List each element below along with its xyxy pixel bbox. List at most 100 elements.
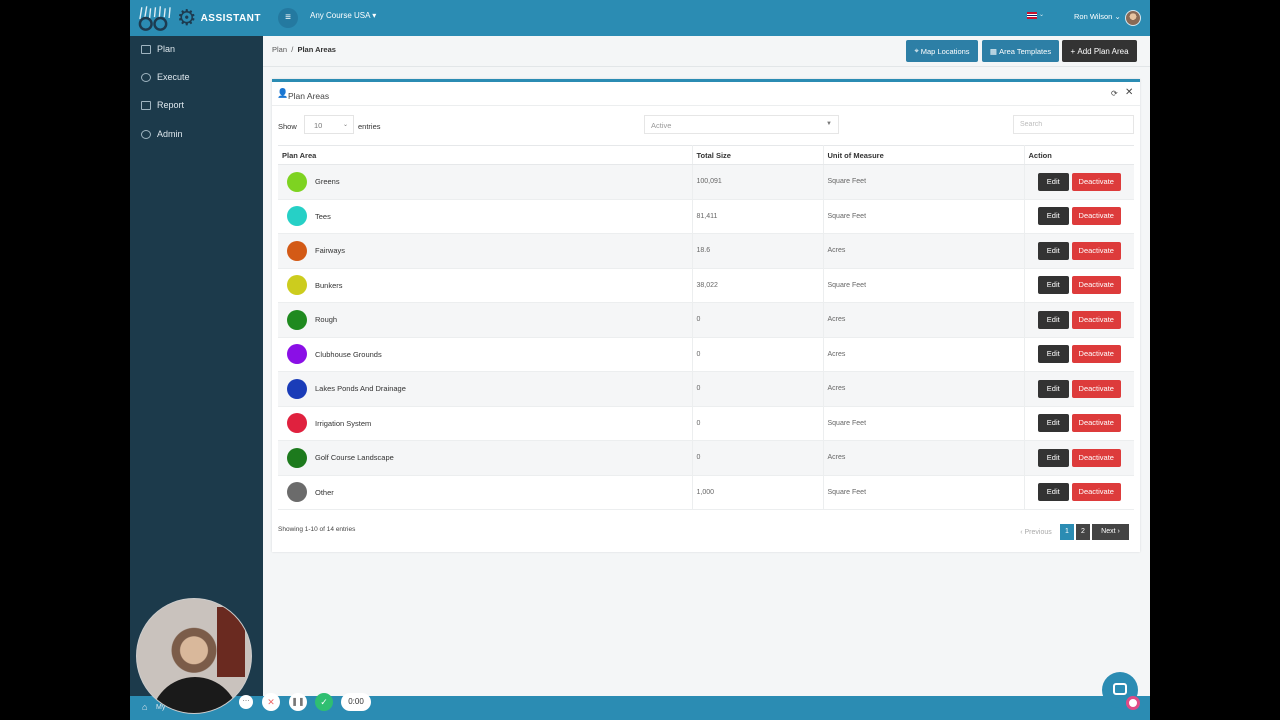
area-color-swatch — [287, 447, 307, 468]
unit-cell: Acres — [823, 371, 1025, 407]
caret-down-icon: ▼ — [826, 121, 832, 127]
map-locations-button[interactable]: ⌖ Map Locations — [906, 40, 978, 62]
hamburger-icon: ≡ — [285, 12, 291, 23]
unit-cell: Square Feet — [823, 268, 1025, 303]
sidebar-item-label: Report — [157, 100, 185, 110]
area-color-swatch — [287, 275, 307, 296]
recorder-timer: 0:00 — [341, 693, 371, 711]
page-1-button[interactable]: 1 — [1060, 524, 1074, 540]
plan-area-name: Lakes Ponds And Drainage — [315, 384, 406, 394]
edit-button[interactable]: Edit — [1037, 448, 1069, 467]
column-header-total-size[interactable]: Total Size — [692, 145, 824, 165]
action-cell: Edit Deactivate — [1024, 337, 1134, 372]
sidebar-item-execute[interactable]: Execute — [130, 66, 263, 88]
unit-cell: Acres — [823, 233, 1025, 269]
total-size-cell: 38,022 — [692, 268, 824, 303]
deactivate-button[interactable]: Deactivate — [1071, 172, 1121, 191]
deactivate-button[interactable]: Deactivate — [1071, 414, 1121, 433]
edit-button[interactable]: Edit — [1037, 483, 1069, 502]
recorder-pause-button[interactable]: ❚❚ — [289, 693, 307, 711]
edit-button[interactable]: Edit — [1037, 414, 1069, 433]
plan-area-name: Bunkers — [315, 280, 343, 290]
edit-button[interactable]: Edit — [1037, 310, 1069, 329]
edit-button[interactable]: Edit — [1037, 241, 1069, 260]
page-2-button[interactable]: 2 — [1076, 524, 1090, 540]
notification-badge[interactable] — [1126, 696, 1140, 710]
deactivate-button[interactable]: Deactivate — [1071, 345, 1121, 364]
plan-area-cell: Lakes Ponds And Drainage — [278, 371, 693, 407]
plus-icon: + — [1070, 46, 1078, 56]
webcam-person — [151, 677, 239, 713]
edit-button[interactable]: Edit — [1037, 276, 1069, 295]
total-size-cell: 0 — [692, 440, 824, 476]
refresh-icon[interactable]: ⟳ — [1111, 89, 1118, 98]
rocket-icon — [141, 72, 151, 82]
course-selector[interactable]: Any Course USA ▾ — [310, 11, 376, 20]
uk-flag-icon[interactable] — [1027, 12, 1037, 19]
plan-area-cell: Greens — [278, 164, 693, 200]
user-name: Ron Wilson — [1074, 12, 1113, 21]
edit-button[interactable]: Edit — [1037, 379, 1069, 398]
unit-cell: Acres — [823, 302, 1025, 338]
area-templates-button[interactable]: ▦ Area Templates — [982, 40, 1059, 62]
table-row: Tees 81,411 Square Feet Edit Deactivate — [278, 199, 1134, 234]
recorder-more-button[interactable]: ⋯ — [239, 695, 253, 709]
deactivate-button[interactable]: Deactivate — [1071, 207, 1121, 226]
breadcrumb-separator: / — [291, 45, 294, 54]
unit-cell: Square Feet — [823, 164, 1025, 200]
recorder-cancel-button[interactable]: ✕ — [262, 693, 280, 711]
total-size-cell: 0 — [692, 302, 824, 338]
table-row: Greens 100,091 Square Feet Edit Deactivate — [278, 164, 1134, 200]
status-filter-select[interactable]: Active ▼ — [644, 115, 839, 134]
plan-area-cell-content: Fairways — [282, 240, 692, 261]
deactivate-button[interactable]: Deactivate — [1071, 448, 1121, 467]
avatar[interactable] — [1125, 10, 1141, 26]
panel-title: Plan Areas — [288, 91, 330, 101]
plan-area-cell-content: Lakes Ponds And Drainage — [282, 378, 692, 399]
recorder-done-button[interactable]: ✓ — [315, 693, 333, 711]
table-header-row: Plan Area Total Size Unit of Measure Act… — [278, 145, 1134, 165]
table-row: Lakes Ponds And Drainage 0 Acres Edit Deacti… — [278, 371, 1134, 407]
total-size-cell: 81,411 — [692, 199, 824, 234]
chevron-down-icon: ⌄ — [1114, 12, 1121, 21]
user-menu[interactable]: Ron Wilson ⌄ — [1074, 12, 1121, 21]
table-row: Rough 0 Acres Edit Deactivate — [278, 302, 1134, 338]
breadcrumb: Plan / Plan Areas — [272, 45, 336, 54]
home-icon[interactable]: ⌂ — [142, 702, 148, 712]
deactivate-button[interactable]: Deactivate — [1071, 379, 1121, 398]
plan-area-cell: Fairways — [278, 233, 693, 269]
action-cell: Edit Deactivate — [1024, 371, 1134, 407]
deactivate-button[interactable]: Deactivate — [1071, 276, 1121, 295]
search-input[interactable] — [1013, 115, 1134, 134]
deactivate-button[interactable]: Deactivate — [1071, 241, 1121, 260]
sidebar-item-plan[interactable]: Plan — [130, 38, 263, 60]
breadcrumb-root-link[interactable]: Plan — [272, 45, 288, 54]
plan-areas-table: Plan Area Total Size Unit of Measure Act… — [278, 145, 1134, 510]
deactivate-button[interactable]: Deactivate — [1071, 310, 1121, 329]
action-cell: Edit Deactivate — [1024, 406, 1134, 441]
edit-button[interactable]: Edit — [1037, 172, 1069, 191]
total-size-cell: 100,091 — [692, 164, 824, 200]
action-cell: Edit Deactivate — [1024, 440, 1134, 476]
sidebar: Plan Execute Report Admin — [130, 36, 263, 696]
page-length-select[interactable]: 10 ⌄ — [304, 115, 354, 134]
edit-button[interactable]: Edit — [1037, 207, 1069, 226]
column-header-plan-area[interactable]: Plan Area — [278, 145, 693, 165]
chevron-down-icon[interactable]: ⌄ — [1039, 12, 1045, 18]
pagination: ‹ Previous 1 2 Next › — [1014, 524, 1129, 540]
plan-area-cell-content: Tees — [282, 206, 692, 227]
add-plan-area-button[interactable]: + Add Plan Area — [1062, 40, 1137, 62]
menu-toggle-button[interactable]: ≡ — [278, 8, 298, 28]
edit-button[interactable]: Edit — [1037, 345, 1069, 364]
plan-area-name: Tees — [315, 211, 331, 221]
column-header-unit-of-measure[interactable]: Unit of Measure — [823, 145, 1025, 165]
sidebar-item-report[interactable]: Report — [130, 94, 263, 116]
sidebar-item-admin[interactable]: Admin — [130, 123, 263, 145]
logo[interactable]: ⚙ ASSISTANT — [136, 4, 261, 32]
deactivate-button[interactable]: Deactivate — [1071, 483, 1121, 502]
plan-area-cell: Tees — [278, 199, 693, 234]
close-icon[interactable]: ✕ — [1125, 87, 1134, 98]
next-page-button[interactable]: Next › — [1092, 524, 1129, 540]
previous-page-button[interactable]: ‹ Previous — [1020, 528, 1052, 536]
plan-area-name: Fairways — [315, 246, 346, 256]
